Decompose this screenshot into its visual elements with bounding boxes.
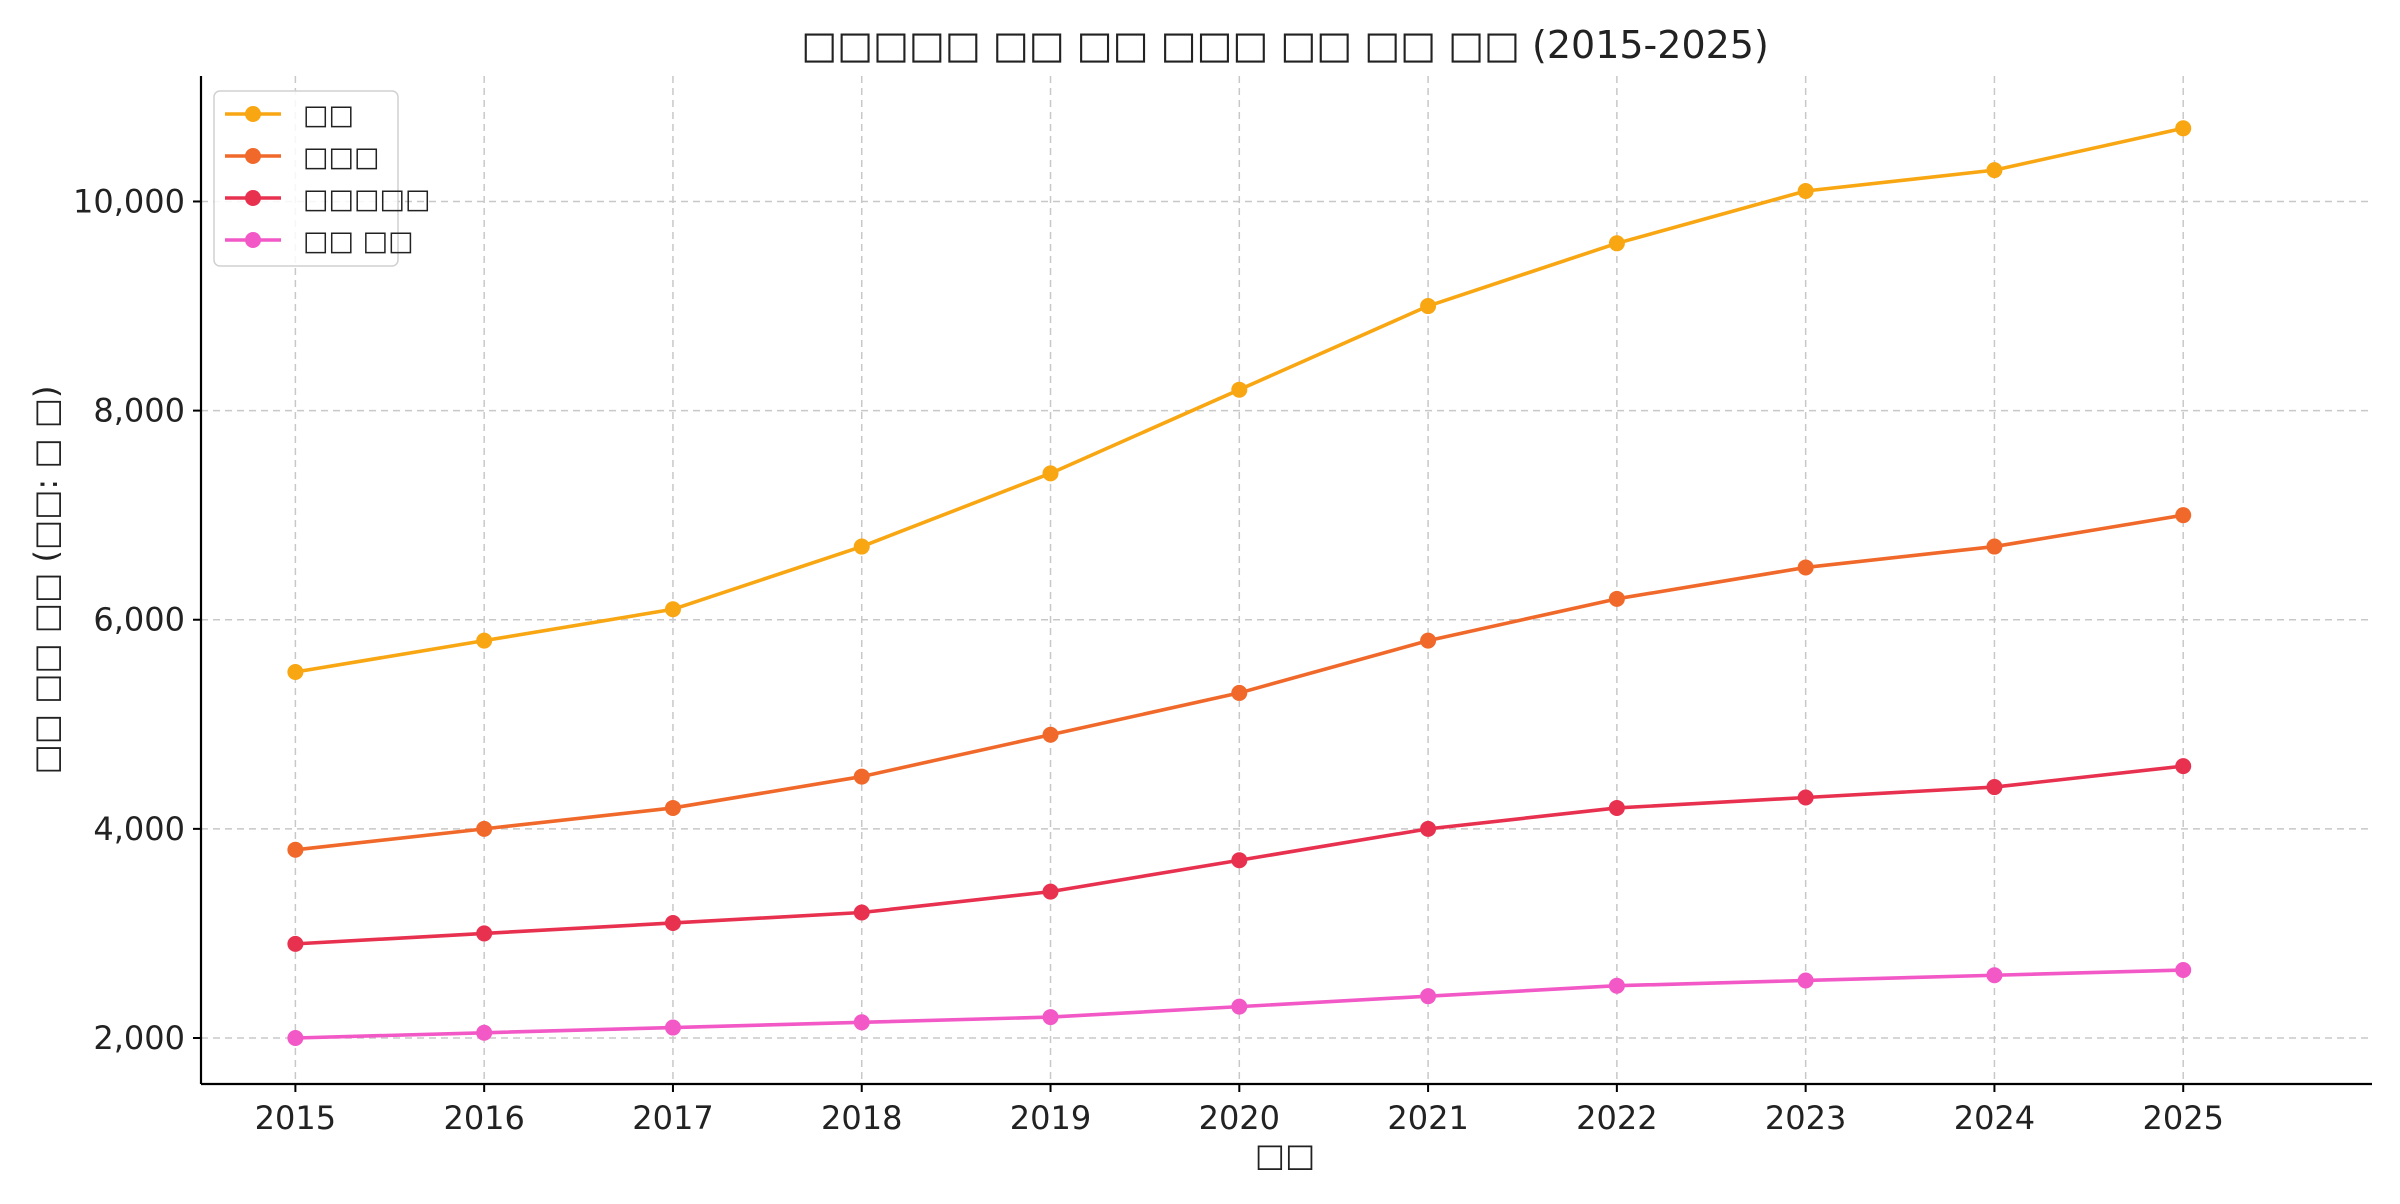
data-point	[1608, 235, 1625, 252]
y-tick-label: 10,000	[73, 182, 185, 220]
y-tick-label: 6,000	[93, 601, 185, 639]
data-point	[664, 601, 681, 618]
legend-swatch-marker	[245, 106, 261, 122]
data-point	[853, 768, 870, 785]
data-point	[1042, 726, 1059, 743]
legend-label: □□□□□	[303, 184, 431, 215]
data-point	[1231, 381, 1248, 398]
data-point	[1042, 883, 1059, 900]
x-tick-label: 2017	[632, 1099, 713, 1137]
legend-swatch-marker	[245, 232, 261, 248]
y-tick-label: 8,000	[93, 392, 185, 430]
x-tick-label: 2019	[1010, 1099, 1091, 1137]
data-point	[476, 820, 493, 837]
tick-labels: 2015 2016 2017 2018 2019 2020 2021 2022 2023 2024…	[73, 182, 2224, 1137]
data-point	[1042, 1009, 1059, 1026]
data-point	[1797, 972, 1814, 989]
data-point	[853, 1014, 870, 1031]
x-tick-label: 2018	[821, 1099, 902, 1137]
x-tick-label: 2023	[1765, 1099, 1846, 1137]
x-tick-label: 2024	[1954, 1099, 2035, 1137]
legend-item: □□□	[225, 142, 380, 173]
legend-box	[213, 90, 399, 267]
data-point	[1797, 789, 1814, 806]
legend-item: □□□□□	[225, 184, 431, 215]
legend-label: □□	[303, 100, 354, 131]
data-point	[2175, 758, 2192, 775]
data-point	[287, 935, 304, 952]
axes	[199, 76, 2372, 1086]
data-point	[1231, 852, 1248, 869]
x-tick-label: 2022	[1576, 1099, 1657, 1137]
x-tick-label: 2021	[1387, 1099, 1468, 1137]
x-tick-label: 2020	[1199, 1099, 1280, 1137]
y-axis-title: □□ □□ □□ (□□: □ □)	[27, 386, 65, 775]
series-2	[287, 758, 2192, 952]
data-point	[1042, 465, 1059, 482]
grid-lines	[201, 76, 2372, 1084]
data-point	[476, 1024, 493, 1041]
data-point	[664, 1019, 681, 1036]
x-tick-label: 2016	[443, 1099, 524, 1137]
data-point	[1986, 538, 2003, 555]
data-point	[664, 799, 681, 816]
data-point	[2175, 120, 2192, 137]
data-point	[1231, 684, 1248, 701]
data-point	[1420, 632, 1437, 649]
data-point	[287, 841, 304, 858]
series-3	[287, 962, 2192, 1046]
data-point	[853, 904, 870, 921]
x-axis-title: □□	[1255, 1136, 1315, 1174]
data-point	[664, 914, 681, 931]
data-point	[287, 664, 304, 681]
legend-label: □□ □□	[303, 226, 414, 257]
data-point	[1231, 998, 1248, 1015]
data-point	[1797, 183, 1814, 200]
x-tick-label: 2015	[255, 1099, 336, 1137]
data-point	[853, 538, 870, 555]
data-point	[2175, 962, 2192, 979]
data-point	[1420, 988, 1437, 1005]
legend-swatch-marker	[245, 148, 261, 164]
series-1	[287, 507, 2192, 858]
chart-title: □□□□□ □□ □□ □□□ □□ □□ □□ (2015-2025)	[801, 23, 1769, 67]
legend-item: □□	[225, 100, 354, 131]
data-point	[476, 632, 493, 649]
legend: □□□□□□□□□□□□ □□	[213, 90, 431, 267]
x-tick-label: 2025	[2142, 1099, 2223, 1137]
series-0	[287, 120, 2192, 681]
y-tick-label: 2,000	[93, 1019, 185, 1057]
data-point	[1797, 559, 1814, 576]
data-point	[1986, 779, 2003, 796]
data-point	[1420, 298, 1437, 315]
data-point	[1608, 590, 1625, 607]
legend-item: □□ □□	[225, 226, 414, 257]
data-point	[1986, 162, 2003, 179]
data-series	[287, 120, 2192, 1046]
y-tick-label: 4,000	[93, 810, 185, 848]
data-point	[287, 1029, 304, 1046]
data-point	[1608, 977, 1625, 994]
legend-swatch-marker	[245, 190, 261, 206]
data-point	[476, 925, 493, 942]
data-point	[2175, 507, 2192, 524]
data-point	[1420, 820, 1437, 837]
legend-label: □□□	[303, 142, 380, 173]
data-point	[1608, 799, 1625, 816]
data-point	[1986, 967, 2003, 984]
